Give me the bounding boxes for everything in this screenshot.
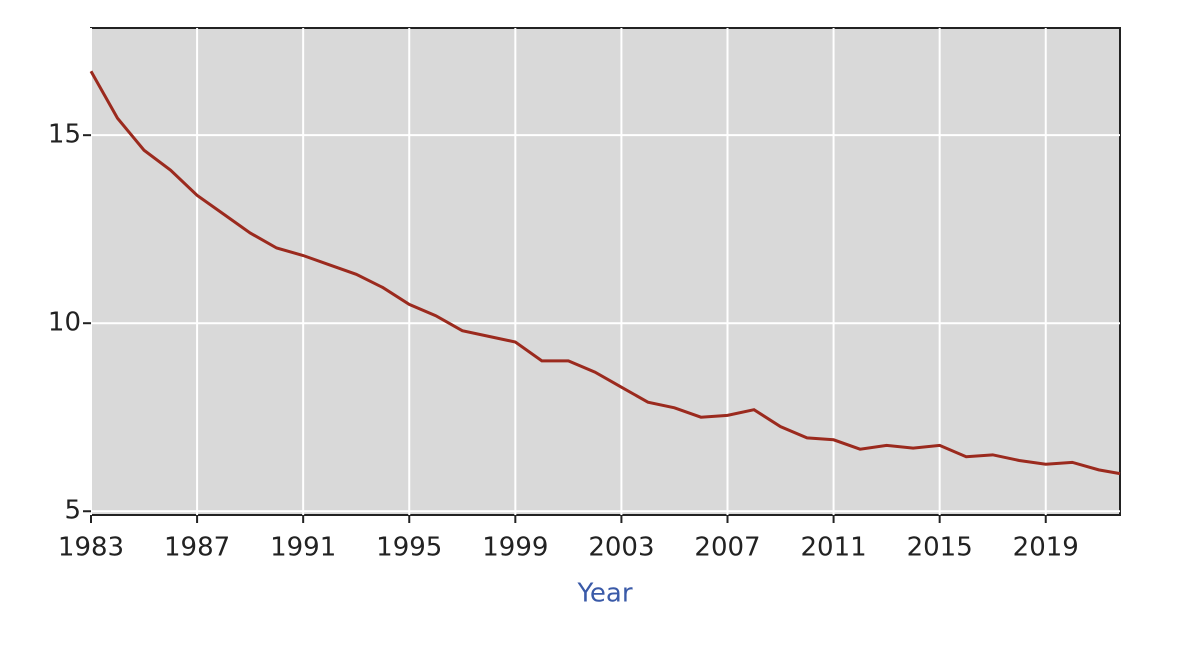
- x-tick-label: 1995: [376, 533, 442, 563]
- plot-area: [90, 27, 1121, 516]
- x-tick-label: 2015: [907, 533, 973, 563]
- x-tick-label: 1991: [270, 533, 336, 563]
- y-tick-label: 5: [64, 496, 81, 526]
- x-tick-label: 1987: [164, 533, 230, 563]
- x-tick-label: 2003: [588, 533, 654, 563]
- data-line: [89, 70, 1121, 476]
- x-axis-label: Year: [576, 579, 632, 609]
- y-tick-label: 10: [48, 308, 81, 338]
- x-tick-label: 1999: [482, 533, 548, 563]
- x-tick-label: 2007: [694, 533, 760, 563]
- x-tick-label: 2011: [800, 533, 866, 563]
- x-tick-label: 1983: [58, 533, 124, 563]
- y-tick-label: 15: [48, 120, 81, 150]
- x-tick-label: 2019: [1013, 533, 1079, 563]
